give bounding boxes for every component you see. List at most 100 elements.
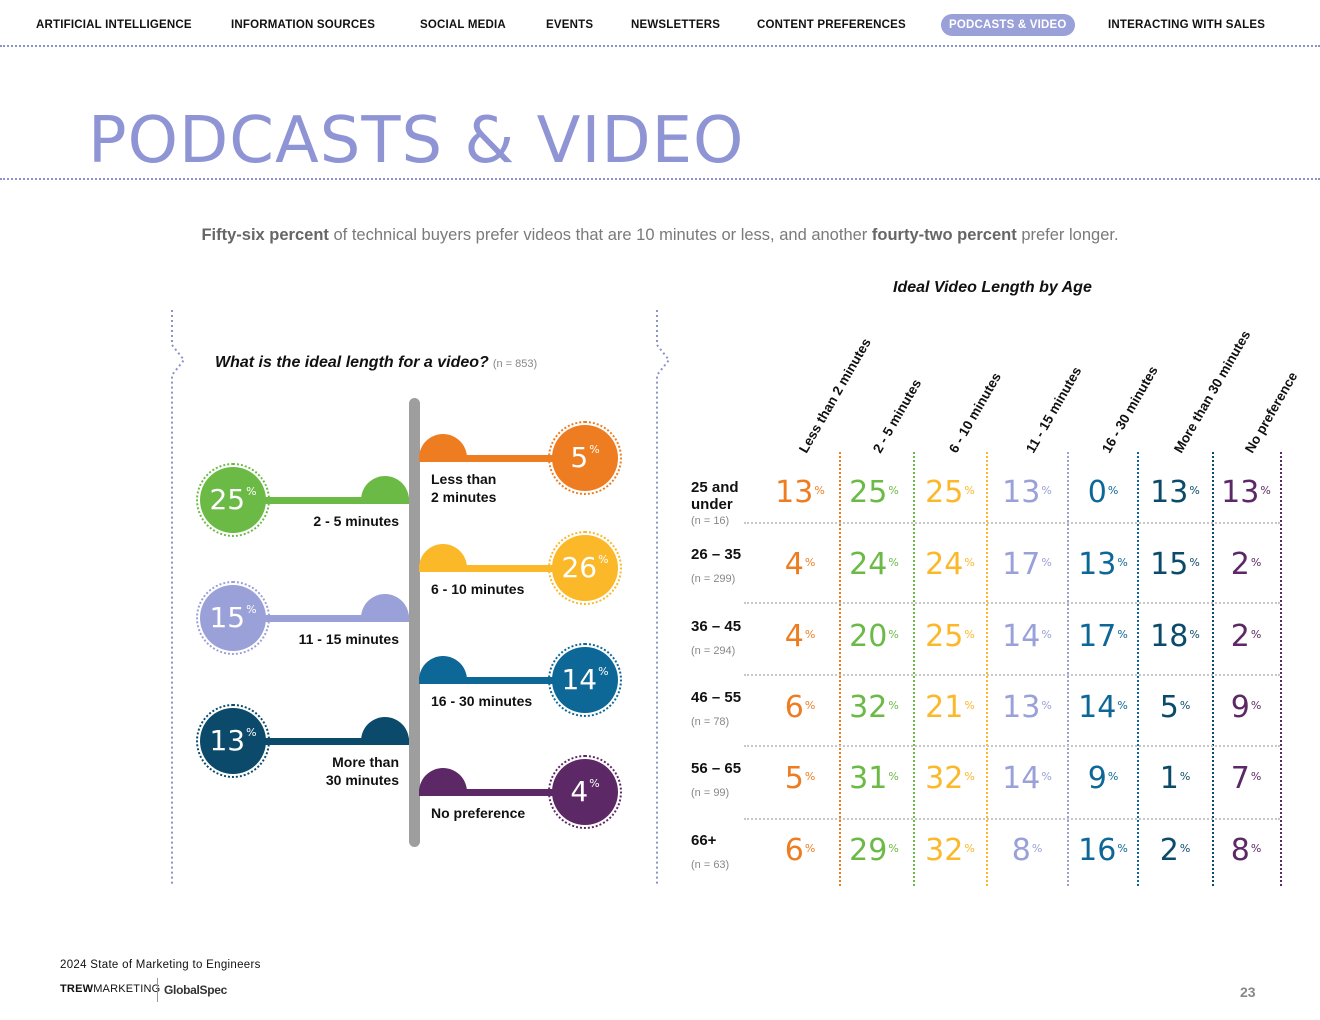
row-divider-1 xyxy=(744,602,1280,604)
option-3-connector xyxy=(233,615,409,622)
option-6-ring xyxy=(548,755,622,829)
option-4-unit: % xyxy=(598,665,609,678)
question-text: What is the ideal length for a video? xyxy=(215,354,489,371)
cell-5-0: 6% xyxy=(765,833,835,869)
option-1-ring xyxy=(196,463,270,537)
cell-5-2-value: 32 xyxy=(925,833,964,868)
option-2-label: 6 - 10 minutes xyxy=(431,581,525,597)
cell-0-4: 0% xyxy=(1068,475,1138,511)
title-divider xyxy=(0,178,1320,180)
cell-2-2-value: 25 xyxy=(925,619,964,654)
cell-5-0-value: 6 xyxy=(784,833,804,868)
option-2-bubble: 26% xyxy=(552,535,618,601)
cell-1-5-value: 15 xyxy=(1150,547,1189,582)
nav-item-content-preferences[interactable]: CONTENT PREFERENCES xyxy=(757,19,906,31)
cell-0-4-value: 0 xyxy=(1087,475,1107,510)
cell-4-2-unit: % xyxy=(964,770,975,783)
cell-3-4: 14% xyxy=(1068,690,1138,726)
cell-4-3-value: 14 xyxy=(1002,761,1041,796)
nav-item-events[interactable]: EVENTS xyxy=(546,19,594,31)
cell-2-2-unit: % xyxy=(964,628,975,641)
cell-0-3-value: 13 xyxy=(1002,475,1041,510)
cell-2-1: 20% xyxy=(839,619,909,655)
cell-3-1-unit: % xyxy=(888,699,899,712)
nav-item-newsletters[interactable]: NEWSLETTERS xyxy=(631,19,721,31)
col-header-6: No preference xyxy=(1242,369,1301,456)
cell-5-5-unit: % xyxy=(1179,842,1191,855)
logo-separator xyxy=(157,978,158,1002)
cell-0-0-value: 13 xyxy=(775,475,814,510)
cell-4-1-value: 31 xyxy=(849,761,888,796)
cell-2-1-unit: % xyxy=(888,628,899,641)
cell-1-5: 15% xyxy=(1140,547,1210,583)
option-6-connector xyxy=(419,789,585,796)
cell-4-0: 5% xyxy=(765,761,835,797)
cell-3-3: 13% xyxy=(992,690,1062,726)
row-label-0: 25 and under xyxy=(691,479,739,513)
cell-5-2-unit: % xyxy=(964,842,975,855)
option-0-value: 5 xyxy=(570,441,589,474)
cell-2-6-unit: % xyxy=(1250,628,1262,641)
cell-5-6-unit: % xyxy=(1250,842,1262,855)
cell-4-5-value: 1 xyxy=(1159,761,1179,796)
cell-3-6-value: 9 xyxy=(1230,690,1250,725)
cell-3-5-value: 5 xyxy=(1159,690,1179,725)
cell-4-0-unit: % xyxy=(804,770,816,783)
nav-item-information-sources[interactable]: INFORMATION SOURCES xyxy=(231,19,376,31)
cell-1-2-value: 24 xyxy=(925,547,964,582)
cell-5-5-value: 2 xyxy=(1159,833,1179,868)
col-divider-5 xyxy=(1212,452,1214,886)
cell-3-3-value: 13 xyxy=(1002,690,1041,725)
option-0-unit: % xyxy=(589,443,600,456)
option-1-label: 2 - 5 minutes xyxy=(313,513,399,529)
option-1-value: 25 xyxy=(209,483,246,516)
cell-2-0: 4% xyxy=(765,619,835,655)
table-title: Ideal Video Length by Age xyxy=(893,279,1092,296)
col-divider-0 xyxy=(839,452,841,886)
nav-item-interacting-with-sales[interactable]: INTERACTING WITH SALES xyxy=(1108,19,1266,31)
cell-5-4-value: 16 xyxy=(1078,833,1117,868)
cell-1-6-unit: % xyxy=(1250,556,1262,569)
cell-4-5: 1% xyxy=(1140,761,1210,797)
option-4-ring xyxy=(548,643,622,717)
cell-4-4-value: 9 xyxy=(1087,761,1107,796)
cell-1-6-value: 2 xyxy=(1230,547,1250,582)
row-divider-2 xyxy=(744,674,1280,676)
cell-4-6: 7% xyxy=(1211,761,1281,797)
cell-1-6: 2% xyxy=(1211,547,1281,583)
col-header-2: 6 - 10 minutes xyxy=(946,370,1005,456)
cell-4-4-unit: % xyxy=(1107,770,1119,783)
row-n-1: (n = 299) xyxy=(691,573,736,585)
row-label-1: 26 – 35 xyxy=(691,546,742,563)
option-3-ring xyxy=(196,581,270,655)
cell-0-2-value: 25 xyxy=(925,475,964,510)
cell-0-5: 13% xyxy=(1140,475,1210,511)
option-6-bubble: 4% xyxy=(552,759,618,825)
cell-4-6-value: 7 xyxy=(1230,761,1250,796)
cell-0-3-unit: % xyxy=(1041,484,1052,497)
top-nav: ARTIFICIAL INTELLIGENCE INFORMATION SOUR… xyxy=(0,0,1320,48)
option-5-value: 13 xyxy=(209,724,246,757)
option-3-unit: % xyxy=(246,603,257,616)
cell-2-0-unit: % xyxy=(804,628,816,641)
option-4-bubble: 14% xyxy=(552,647,618,713)
cell-0-6-unit: % xyxy=(1260,484,1271,497)
cell-5-1-unit: % xyxy=(888,842,899,855)
col-header-1: 2 - 5 minutes xyxy=(870,376,925,456)
cell-4-6-unit: % xyxy=(1250,770,1262,783)
option-4-value: 14 xyxy=(561,663,598,696)
cell-5-5: 2% xyxy=(1140,833,1210,869)
cell-1-4-value: 13 xyxy=(1078,547,1117,582)
nav-item-artificial-intelligence[interactable]: ARTIFICIAL INTELLIGENCE xyxy=(36,19,192,31)
nav-item-social-media[interactable]: SOCIAL MEDIA xyxy=(420,19,506,31)
cell-3-5-unit: % xyxy=(1179,699,1191,712)
row-n-4: (n = 99) xyxy=(691,787,730,799)
cell-3-1: 32% xyxy=(839,690,909,726)
cell-3-0-unit: % xyxy=(804,699,816,712)
option-3-label: 11 - 15 minutes xyxy=(298,631,399,647)
cell-1-3-value: 17 xyxy=(1002,547,1041,582)
nav-item-podcasts-video[interactable]: PODCASTS & VIDEO xyxy=(941,14,1075,36)
cell-3-5: 5% xyxy=(1140,690,1210,726)
option-5-connector xyxy=(233,738,409,745)
cell-2-5: 18% xyxy=(1140,619,1210,655)
